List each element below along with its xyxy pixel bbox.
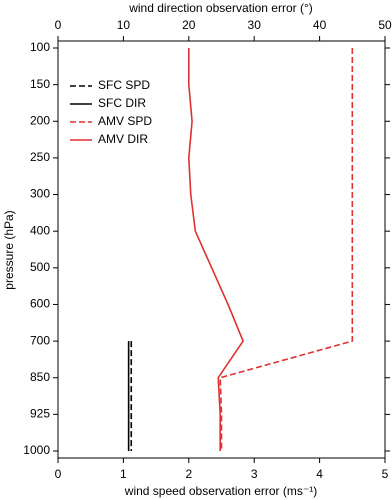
x-tick-label: 5 bbox=[382, 467, 389, 481]
y-tick-label: 850 bbox=[30, 370, 50, 384]
x2-tick-label: 30 bbox=[248, 18, 262, 32]
x-tick-label: 2 bbox=[185, 467, 192, 481]
y-tick-label: 250 bbox=[30, 150, 50, 164]
x-axis-label: wind speed observation error (ms⁻¹) bbox=[124, 484, 317, 498]
x2-tick-label: 10 bbox=[117, 18, 131, 32]
series-line bbox=[187, 48, 244, 451]
x2-axis-label: wind direction observation error (°) bbox=[128, 1, 313, 15]
legend-label: SFC DIR bbox=[98, 96, 146, 110]
x-tick-label: 0 bbox=[55, 467, 62, 481]
legend-label: AMV DIR bbox=[98, 132, 148, 146]
y-tick-label: 150 bbox=[30, 77, 50, 91]
legend-label: SFC SPD bbox=[98, 78, 150, 92]
y-axis-label: pressure (hPa) bbox=[2, 210, 16, 289]
y-tick-label: 300 bbox=[30, 187, 50, 201]
x-tick-label: 4 bbox=[316, 467, 323, 481]
plot-frame bbox=[57, 40, 386, 459]
x2-tick-label: 40 bbox=[313, 18, 327, 32]
x-tick-label: 3 bbox=[251, 467, 258, 481]
x2-tick-label: 50 bbox=[378, 18, 392, 32]
y-tick-label: 1000 bbox=[23, 443, 50, 457]
y-tick-label: 925 bbox=[30, 407, 50, 421]
x2-tick-label: 20 bbox=[182, 18, 196, 32]
y-tick-label: 200 bbox=[30, 113, 50, 127]
series-line bbox=[219, 48, 354, 451]
y-tick-label: 100 bbox=[30, 40, 50, 54]
y-tick-label: 400 bbox=[30, 223, 50, 237]
legend-label: AMV SPD bbox=[98, 114, 152, 128]
y-tick-label: 700 bbox=[30, 333, 50, 347]
y-tick-label: 500 bbox=[30, 260, 50, 274]
x2-tick-label: 0 bbox=[55, 18, 62, 32]
x-tick-label: 1 bbox=[120, 467, 127, 481]
y-tick-label: 600 bbox=[30, 297, 50, 311]
